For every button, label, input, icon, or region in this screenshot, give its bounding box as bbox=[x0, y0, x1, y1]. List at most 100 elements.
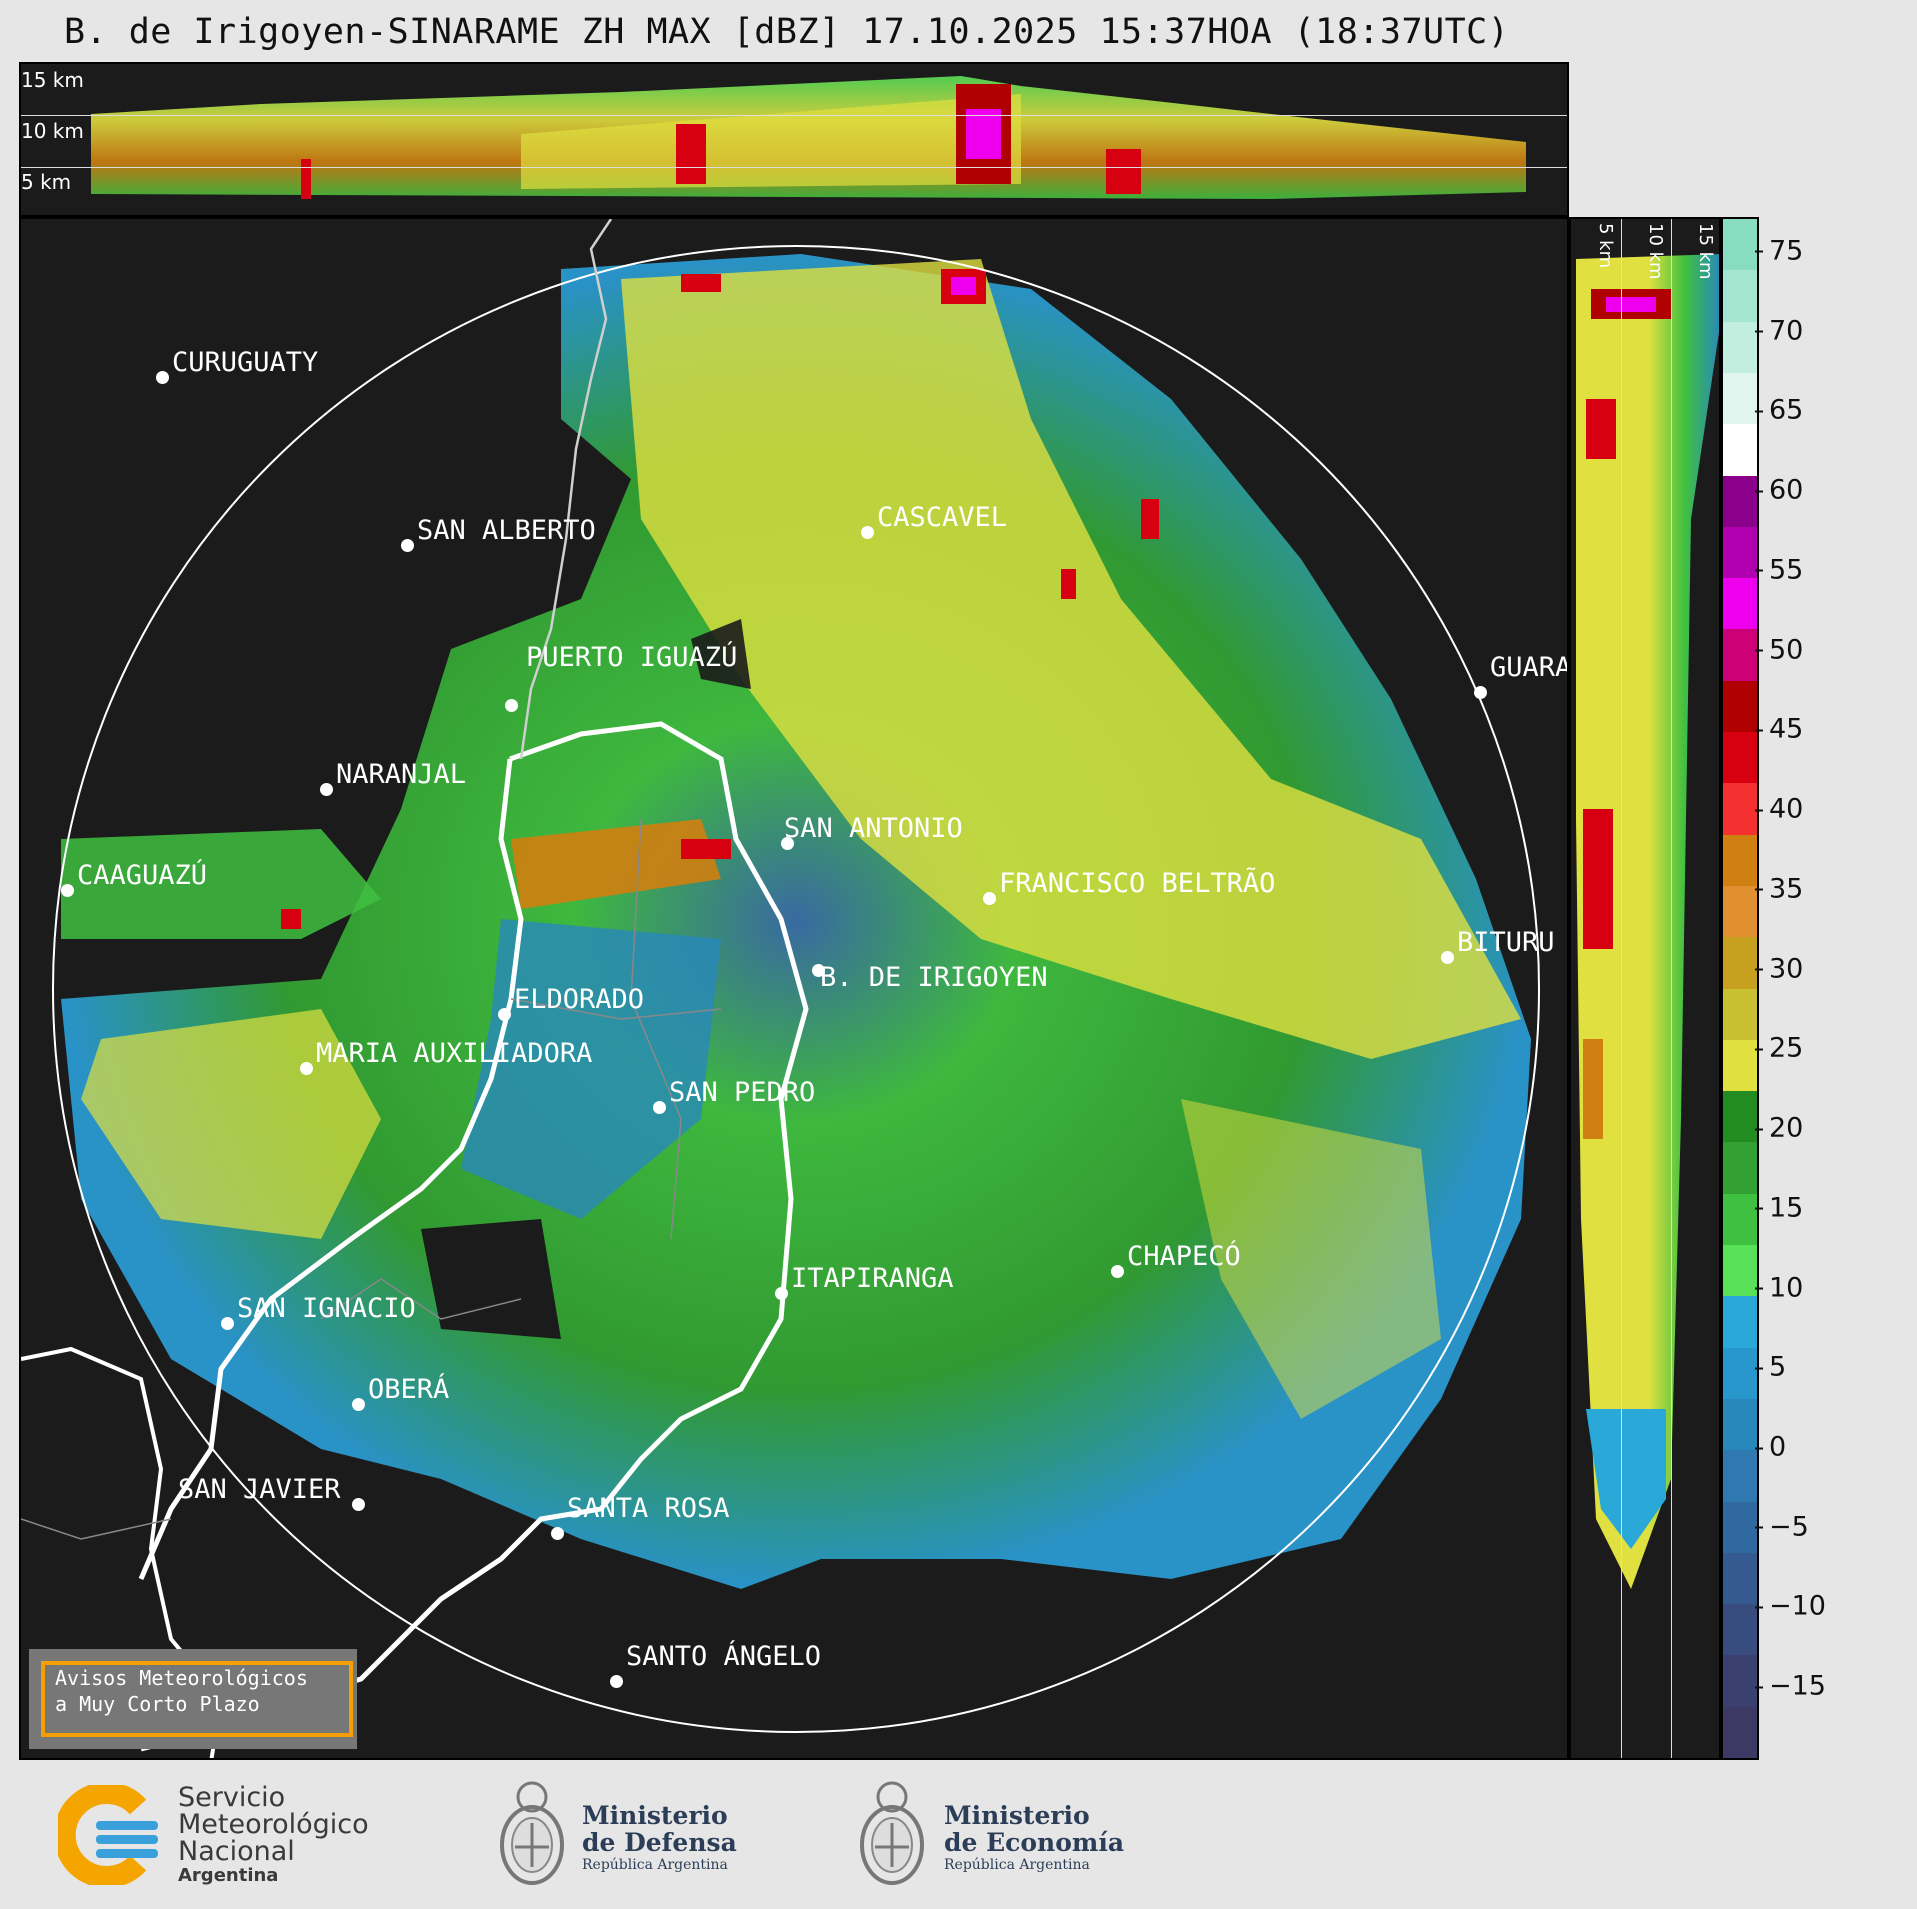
colorbar-tick-label: 70 bbox=[1754, 315, 1803, 346]
city-marker bbox=[861, 526, 874, 539]
colorbar-segment bbox=[1723, 1450, 1757, 1502]
colorbar-segment bbox=[1723, 732, 1757, 784]
city-label: SANTA ROSA bbox=[567, 1493, 730, 1524]
economia-name: Ministerio de Economía República Argenti… bbox=[944, 1802, 1124, 1874]
colorbar-segment bbox=[1723, 783, 1757, 836]
colorbar bbox=[1721, 217, 1759, 1760]
city-marker bbox=[775, 1287, 788, 1300]
colorbar-segment bbox=[1723, 988, 1757, 1041]
colorbar-segment bbox=[1723, 526, 1757, 579]
city-marker bbox=[781, 837, 794, 850]
city-label: GUARA bbox=[1490, 652, 1569, 683]
national-seal-icon bbox=[500, 1781, 564, 1885]
radar-map-panel: CURUGUATY SAN ALBERTO CAAGUAZÚ PUERTO IGUAZ… bbox=[19, 217, 1569, 1760]
smn-logo-icon bbox=[53, 1782, 158, 1888]
colorbar-tick-label: 30 bbox=[1754, 953, 1803, 984]
city-label: CURUGUATY bbox=[172, 347, 319, 378]
colorbar-tick-label: 65 bbox=[1754, 395, 1803, 426]
city-marker bbox=[498, 1008, 511, 1021]
city-label: CAAGUAZÚ bbox=[77, 860, 208, 891]
city-marker bbox=[983, 892, 996, 905]
city-marker bbox=[401, 539, 414, 552]
top-height-label: 15 km bbox=[21, 68, 84, 92]
national-seal-icon bbox=[860, 1781, 924, 1885]
city-marker bbox=[61, 884, 74, 897]
colorbar-segment bbox=[1723, 321, 1757, 374]
colorbar-segment bbox=[1723, 1552, 1757, 1605]
economia-line: Ministerio bbox=[944, 1801, 1090, 1830]
top-cross-section-panel: 15 km 10 km 5 km bbox=[19, 62, 1569, 217]
avisos-line2: a Muy Corto Plazo bbox=[55, 1692, 260, 1716]
top-height-label: 5 km bbox=[21, 170, 72, 194]
smn-line: Meteorológico bbox=[178, 1809, 369, 1840]
economia-seal bbox=[855, 1775, 930, 1895]
colorbar-segment bbox=[1723, 372, 1757, 425]
colorbar-segment bbox=[1723, 424, 1757, 476]
side-height-label: 15 km bbox=[1695, 223, 1716, 280]
colorbar-tick-label: 45 bbox=[1754, 714, 1803, 745]
city-label: NARANJAL bbox=[336, 759, 467, 790]
top-10km-gridline bbox=[21, 115, 1567, 116]
colorbar-segment bbox=[1723, 1347, 1757, 1400]
economia-line: de Economía bbox=[944, 1828, 1125, 1857]
colorbar-segment bbox=[1723, 885, 1757, 938]
colorbar-segment bbox=[1723, 1245, 1757, 1297]
colorbar-segment bbox=[1723, 1655, 1757, 1708]
colorbar-segment bbox=[1723, 219, 1757, 271]
city-marker bbox=[610, 1675, 623, 1688]
city-label: MARIA AUXILIADORA bbox=[316, 1038, 593, 1069]
city-label: CHAPECÓ bbox=[1127, 1241, 1241, 1272]
colorbar-tick-label: 60 bbox=[1754, 475, 1803, 506]
colorbar-segment bbox=[1723, 270, 1757, 323]
city-label: PUERTO IGUAZÚ bbox=[526, 642, 738, 673]
colorbar-segment bbox=[1723, 1398, 1757, 1451]
defensa-name: Ministerio de Defensa República Argentin… bbox=[582, 1802, 737, 1874]
city-label: ELDORADO bbox=[514, 984, 645, 1015]
city-marker bbox=[156, 371, 169, 384]
chart-title: B. de Irigoyen-SINARAME ZH MAX [dBZ] 17.… bbox=[64, 12, 1510, 52]
colorbar-tick-label: −5 bbox=[1755, 1511, 1809, 1542]
side-height-label: 5 km bbox=[1595, 223, 1616, 269]
radar-echo-layer bbox=[21, 219, 1540, 1758]
city-label: BITURU bbox=[1457, 927, 1555, 958]
smn-line: Servicio bbox=[178, 1782, 286, 1813]
smn-country: Argentina bbox=[178, 1865, 279, 1886]
colorbar-tick-label: 15 bbox=[1754, 1192, 1803, 1223]
colorbar-tick-label: −15 bbox=[1755, 1671, 1826, 1702]
colorbar-tick-label: 35 bbox=[1754, 873, 1803, 904]
city-label: SANTO ÁNGELO bbox=[626, 1641, 822, 1672]
city-label: SAN ANTONIO bbox=[784, 813, 963, 844]
city-label: CASCAVEL bbox=[877, 502, 1008, 533]
colorbar-tick-label: 75 bbox=[1754, 235, 1803, 266]
city-marker bbox=[812, 964, 825, 977]
defensa-country: República Argentina bbox=[582, 1857, 728, 1873]
colorbar-tick-label: 20 bbox=[1754, 1113, 1803, 1144]
economia-country: República Argentina bbox=[944, 1857, 1090, 1873]
colorbar-tick-label: 50 bbox=[1754, 634, 1803, 665]
city-label: OBERÁ bbox=[368, 1374, 450, 1405]
colorbar-tick-label: 55 bbox=[1754, 554, 1803, 585]
side-10km-gridline bbox=[1671, 219, 1672, 1758]
city-label: B. DE IRIGOYEN bbox=[820, 962, 1048, 993]
colorbar-tick-label: 0 bbox=[1754, 1432, 1786, 1463]
colorbar-segment bbox=[1723, 1706, 1757, 1759]
colorbar-segment bbox=[1723, 475, 1757, 528]
top-cross-section-echo bbox=[91, 76, 1526, 199]
colorbar-segment bbox=[1723, 834, 1757, 887]
colorbar-segment bbox=[1723, 1193, 1757, 1246]
side-height-label: 10 km bbox=[1645, 223, 1666, 280]
city-marker bbox=[551, 1527, 564, 1540]
colorbar-segment bbox=[1723, 1604, 1757, 1656]
top-height-label: 10 km bbox=[21, 119, 84, 143]
colorbar-segment bbox=[1723, 1091, 1757, 1143]
smn-name: Servicio Meteorológico Nacional Argentin… bbox=[178, 1784, 369, 1887]
city-label: SAN ALBERTO bbox=[417, 515, 596, 546]
city-marker bbox=[221, 1317, 234, 1330]
colorbar-tick-label: 10 bbox=[1754, 1272, 1803, 1303]
avisos-box[interactable]: Avisos Meteorológicos a Muy Corto Plazo bbox=[29, 1649, 357, 1749]
city-marker bbox=[320, 783, 333, 796]
city-label: ITAPIRANGA bbox=[791, 1263, 954, 1294]
colorbar-tick-label: 5 bbox=[1754, 1352, 1786, 1383]
top-5km-gridline bbox=[21, 167, 1567, 168]
colorbar-segment bbox=[1723, 1501, 1757, 1554]
